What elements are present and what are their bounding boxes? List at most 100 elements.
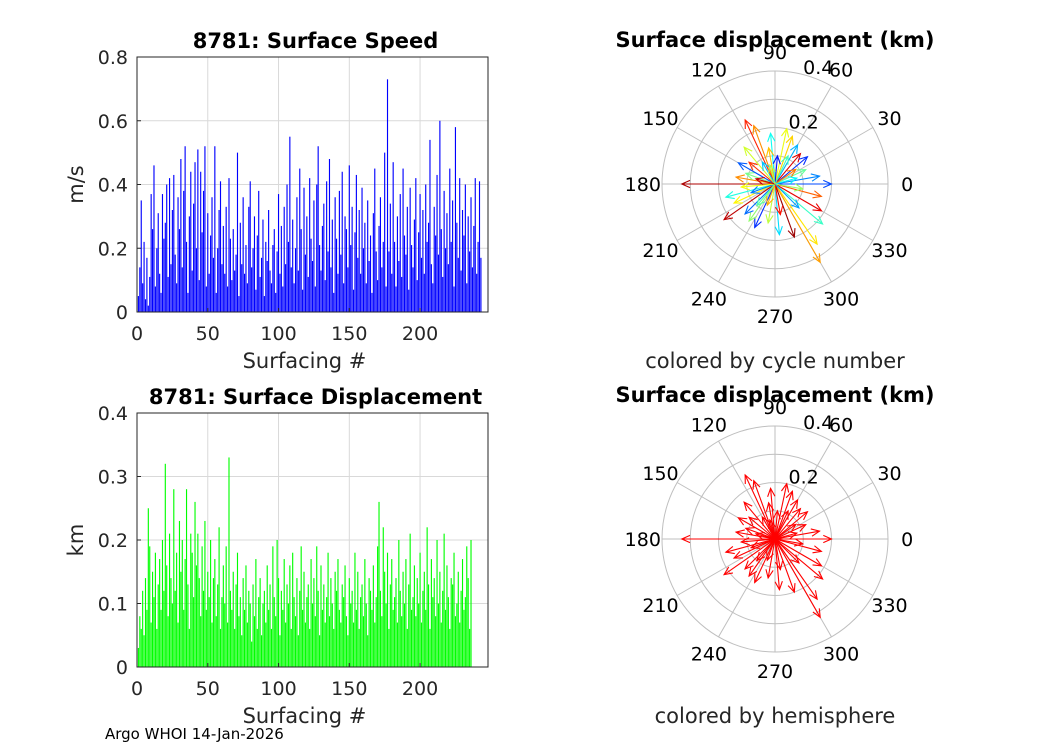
- bar: [174, 590, 176, 667]
- bar: [420, 257, 423, 312]
- arrow-shaft: [774, 538, 821, 618]
- bar: [357, 257, 359, 312]
- bar: [194, 162, 196, 312]
- bar: [401, 276, 403, 312]
- bar: [334, 197, 336, 312]
- bar: [382, 527, 384, 667]
- arrow-head: [722, 566, 734, 576]
- bar: [153, 165, 155, 312]
- displacement-arrow: [774, 523, 797, 540]
- bar: [408, 289, 410, 312]
- bar: [225, 206, 227, 312]
- bar: [360, 597, 362, 667]
- polar_hemisphere-chart: 0 30 60 90 120 150 180 210 240 270 300 330 0.2 0.4 Sur…: [615, 383, 934, 728]
- bar: [252, 248, 254, 312]
- bar: [326, 181, 328, 312]
- arrow-head: [812, 253, 821, 264]
- polar_cycle-arrows: [680, 118, 833, 264]
- arrow-shaft: [774, 183, 821, 263]
- displacement-arrow: [774, 152, 802, 185]
- arrow-head: [787, 176, 799, 185]
- displacement-arrow: [744, 473, 776, 540]
- bar: [156, 628, 158, 667]
- arrow-shaft: [774, 155, 779, 185]
- displacement-arrow: [774, 173, 821, 185]
- bar: [463, 609, 465, 667]
- bar: [268, 609, 270, 667]
- bar: [406, 206, 408, 312]
- arrow-shaft: [774, 183, 803, 190]
- bar: [193, 203, 195, 312]
- displacement-arrow: [737, 162, 776, 185]
- x-tick-label: 0: [131, 323, 143, 345]
- bar: [275, 616, 277, 667]
- bar: [415, 178, 417, 312]
- displacement-arrow: [774, 168, 797, 185]
- arrow-shaft: [774, 155, 789, 185]
- bar: [357, 571, 359, 667]
- bar: [388, 251, 390, 312]
- bar: [159, 273, 161, 312]
- polar-spoke: [676, 538, 776, 596]
- arrow-shaft: [774, 183, 822, 212]
- bar: [304, 622, 306, 667]
- displacement-chart: 0 50 100 150 200 0 0.1 0.2 0.3 0.4 8781: Surface D…: [64, 385, 489, 728]
- arrow-head: [809, 590, 818, 601]
- bar: [282, 286, 284, 312]
- arrow-shaft: [755, 178, 776, 185]
- bar: [454, 127, 457, 312]
- bar: [395, 578, 397, 667]
- bar: [401, 616, 403, 667]
- arrow-head: [772, 509, 781, 520]
- arrow-head: [737, 162, 748, 171]
- bar: [453, 552, 455, 667]
- displacement-arrow: [743, 501, 776, 540]
- bar: [436, 540, 438, 667]
- bar: [423, 273, 425, 312]
- arrow-head: [744, 527, 755, 536]
- arrow-head: [739, 537, 750, 546]
- bar: [219, 628, 222, 667]
- displacement-arrow: [680, 534, 775, 544]
- arrow-shaft: [743, 146, 776, 185]
- bar: [464, 597, 466, 667]
- bar: [137, 647, 139, 667]
- bar: [433, 578, 435, 667]
- bar: [367, 200, 369, 312]
- bar: [211, 622, 213, 667]
- bar: [320, 565, 322, 667]
- bar: [343, 597, 345, 667]
- bar: [440, 622, 442, 667]
- bar: [443, 533, 445, 667]
- bar: [469, 251, 471, 312]
- bar: [296, 578, 298, 667]
- bar: [416, 578, 418, 667]
- chart-subtitle: colored by hemisphere: [655, 704, 896, 728]
- bar: [300, 229, 302, 312]
- bar: [231, 280, 233, 312]
- arrow-shaft: [738, 162, 776, 185]
- bar: [232, 229, 234, 312]
- bar: [385, 286, 387, 312]
- chart-subtitle: colored by cycle number: [645, 349, 905, 373]
- bar: [157, 213, 159, 312]
- bar: [419, 552, 421, 667]
- displacement-arrow: [774, 531, 799, 540]
- bar: [450, 578, 452, 667]
- y-axis-label: m/s: [64, 165, 88, 203]
- y-tick-label: 0: [116, 302, 128, 324]
- bar: [337, 273, 339, 312]
- arrow-head: [790, 199, 800, 209]
- bar: [379, 197, 382, 312]
- bar: [442, 590, 444, 667]
- arrow-head: [747, 161, 758, 171]
- arrow-head: [724, 546, 735, 555]
- bar: [338, 190, 340, 312]
- bar: [466, 283, 468, 312]
- arrow-head: [767, 486, 776, 498]
- displacement-arrow: [752, 124, 776, 185]
- radius-label: 0.4: [803, 57, 833, 79]
- bar: [391, 559, 393, 667]
- bar: [285, 264, 287, 312]
- bar: [243, 609, 246, 667]
